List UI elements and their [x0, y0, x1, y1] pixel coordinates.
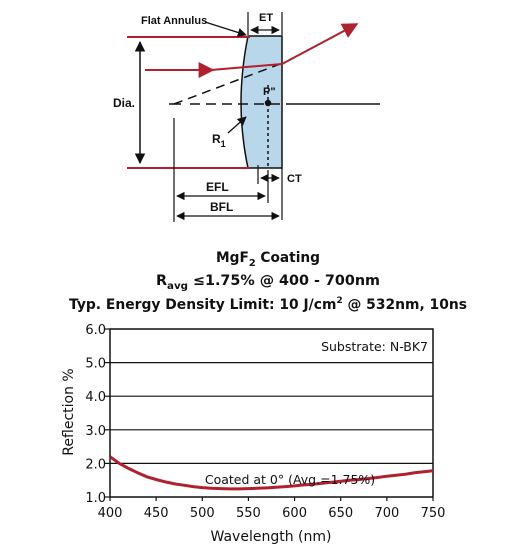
reflection-curve	[109, 455, 434, 491]
y-tick-label-1: 5.0	[85, 357, 106, 372]
lens-body	[240, 35, 283, 169]
x-tick-label-1: 450	[144, 506, 169, 521]
x-axis-ticks: 400 450 500 550 600 650 700 750	[98, 497, 446, 521]
x-tick-label-3: 550	[236, 506, 261, 521]
energy-line: Typ. Energy Density Limit: 10 J/cm2 @ 53…	[69, 296, 467, 313]
x-tick-label-5: 650	[328, 506, 353, 521]
outgoing-ray	[281, 23, 359, 65]
y-tick-label-3: 3.0	[85, 424, 106, 439]
chart-frame	[109, 328, 434, 498]
chart-grid	[110, 362, 433, 464]
et-label: ET	[259, 12, 273, 24]
coating-heading: MgF2 Coating Ravg ≤1.75% @ 400 - 700nm T…	[69, 250, 467, 313]
flat-annulus-leader	[204, 21, 247, 37]
y-axis-ticks: 6.0 5.0 4.0 3.0 2.0 1.0	[85, 323, 110, 506]
ravg-line: Ravg ≤1.75% @ 400 - 700nm	[156, 273, 380, 292]
y-tick-label-2: 4.0	[85, 390, 106, 405]
y-tick-label-0: 6.0	[85, 323, 106, 338]
y-tick-label-4: 2.0	[85, 457, 106, 472]
flat-annulus-label: Flat Annulus	[141, 15, 207, 27]
efl-label: EFL	[206, 180, 229, 194]
x-tick-label-2: 500	[190, 506, 215, 521]
substrate-label: Substrate: N-BK7	[321, 339, 428, 354]
ray-inside-lens	[210, 63, 283, 71]
y-tick-label-5: 1.0	[85, 491, 106, 506]
y-axis-label: Reflection %	[61, 368, 77, 455]
x-tick-label-7: 750	[421, 506, 446, 521]
x-axis-label: Wavelength (nm)	[211, 529, 332, 545]
x-tick-label-4: 600	[282, 506, 307, 521]
x-tick-label-0: 400	[98, 506, 123, 521]
coated-annotation: Coated at 0° (Avg.=1.75%)	[205, 472, 375, 487]
reflection-chart: 6.0 5.0 4.0 3.0 2.0 1.0 400 450 500 550 600 650 700…	[61, 323, 445, 545]
x-tick-label-6: 700	[374, 506, 399, 521]
virtual-ray-dashed	[173, 63, 281, 105]
dia-label: Dia.	[113, 96, 135, 110]
coating-title: MgF2 Coating	[216, 250, 320, 269]
r1-leader	[227, 116, 247, 134]
p-double-prime-label: P"	[263, 86, 276, 98]
lens-diagram: Dia. P" ET Flat Annulus R1 CT	[113, 12, 380, 222]
ct-label: CT	[287, 173, 302, 185]
r1-label: R1	[212, 132, 226, 149]
bfl-label: BFL	[210, 200, 233, 214]
